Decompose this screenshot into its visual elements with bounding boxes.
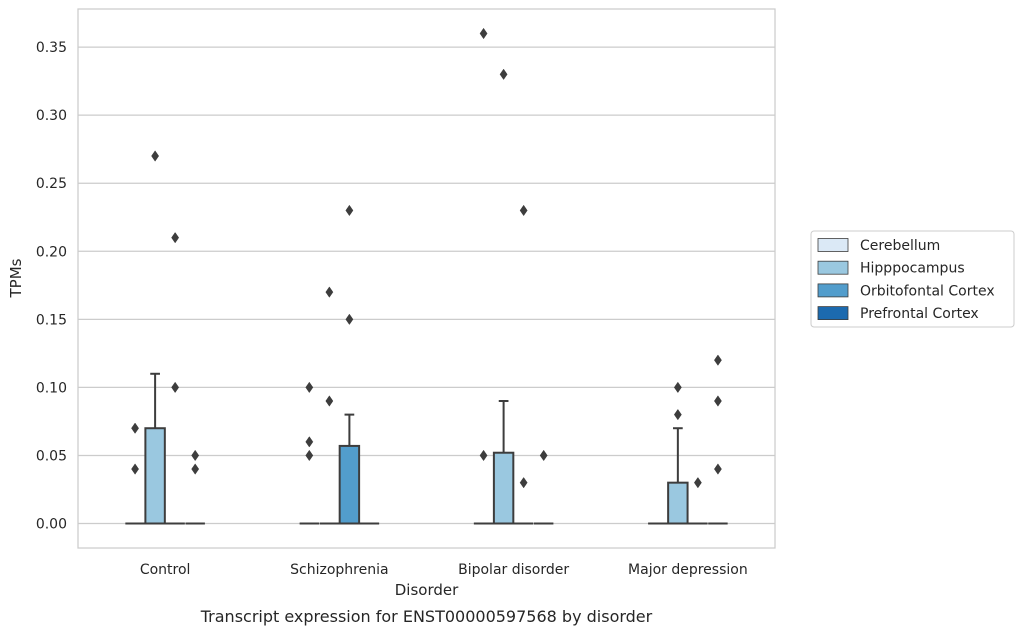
legend-label: Cerebellum (860, 238, 940, 254)
x-tick-label: Major depression (628, 562, 748, 578)
x-tick-label: Bipolar disorder (458, 562, 569, 578)
y-tick-label: 0.10 (36, 380, 67, 396)
box-1-3 (473, 27, 494, 525)
y-tick-label: 0.35 (36, 40, 67, 56)
box-2-2 (319, 286, 340, 525)
box-4-3 (533, 449, 554, 525)
boxes (125, 27, 728, 525)
y-tick-label: 0.15 (36, 312, 67, 328)
chart-caption: Transcript expression for ENST0000059756… (200, 607, 653, 626)
outlier-point (131, 422, 139, 434)
outlier-point (171, 232, 180, 244)
outlier-point (305, 436, 314, 448)
legend-label: Orbitofontal Cortex (860, 283, 995, 299)
plot-frame (77, 8, 776, 549)
outlier-point (519, 477, 528, 489)
outlier-point (693, 477, 702, 489)
outlier-point (191, 463, 200, 475)
y-tick-label: 0.00 (36, 517, 67, 533)
y-tick-label: 0.30 (36, 108, 67, 124)
legend-swatch (817, 283, 849, 298)
outlier-point (171, 381, 180, 394)
legend: Cerebellum Hipppocampus Orbitofontal Corte… (810, 230, 1015, 328)
outlier-point (714, 354, 722, 366)
outlier-point (305, 381, 314, 394)
box-3-3 (513, 204, 534, 525)
box-2-1 (144, 150, 166, 525)
box-3-4 (688, 477, 708, 525)
box-body (492, 451, 515, 525)
outlier-point (519, 204, 528, 217)
legend-label: Hipppocampus (860, 261, 965, 277)
plot-background (78, 9, 775, 548)
outlier-point (539, 449, 548, 462)
y-tick-label: 0.25 (36, 176, 67, 192)
box-1-2 (299, 381, 320, 525)
outlier-point (499, 68, 508, 80)
legend-swatch (817, 238, 849, 252)
box-4-1 (185, 449, 205, 525)
box-3-2 (338, 204, 361, 525)
legend-label: Prefrontal Cortex (860, 306, 979, 322)
outlier-point (151, 150, 160, 162)
box-body (338, 444, 361, 525)
y-tick-labels: 0.00 0.05 0.10 0.15 0.20 0.25 0.30 0.35 (36, 40, 67, 532)
y-tick-label: 0.05 (36, 448, 67, 464)
outlier-point (325, 286, 334, 298)
outlier-point (479, 27, 488, 40)
outlier-point (325, 395, 334, 407)
box-3-1 (165, 232, 185, 525)
outlier-point (673, 408, 682, 421)
box-2-3 (492, 68, 515, 525)
box-1-1 (125, 422, 145, 525)
outlier-point (673, 381, 682, 394)
outlier-point (479, 449, 488, 462)
outlier-point (714, 395, 722, 407)
legend-swatch (817, 306, 849, 321)
outlier-point (714, 463, 722, 475)
x-tick-label: Schizophrenia (290, 562, 388, 578)
legend-swatch (817, 260, 849, 275)
outlier-point (305, 449, 314, 462)
outlier-point (191, 449, 200, 462)
box-body (667, 481, 689, 525)
box-4-4 (708, 354, 728, 525)
x-tick-label: Control (140, 562, 191, 578)
box-2-4 (667, 381, 689, 525)
outlier-point (345, 204, 354, 217)
y-tick-label: 0.20 (36, 244, 67, 260)
outlier-point (345, 313, 354, 325)
x-axis-title: Disorder (395, 581, 459, 599)
outlier-point (131, 463, 139, 475)
box-body (144, 427, 166, 525)
x-tick-labels: Control Schizophrenia Bipolar disorder Majo… (140, 562, 748, 578)
legend-frame (810, 230, 1015, 328)
y-axis-title: TPMs (7, 258, 25, 298)
